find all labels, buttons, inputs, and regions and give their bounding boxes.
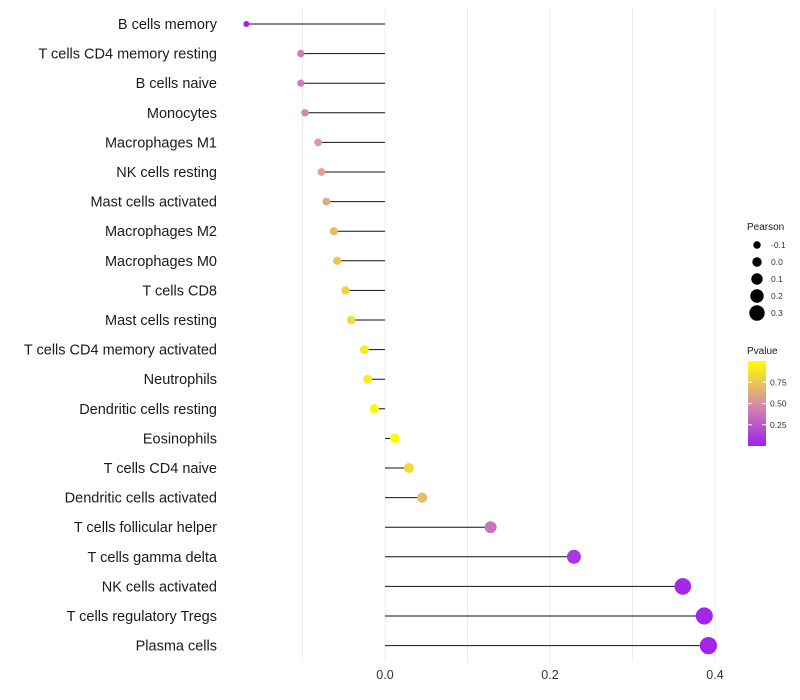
category-label: T cells CD4 memory resting: [38, 47, 217, 63]
category-label: NK cells activated: [102, 579, 217, 595]
category-label: Plasma cells: [136, 639, 217, 655]
category-label: T cells regulatory Tregs: [67, 609, 217, 625]
color-legend-title: Pvalue: [747, 346, 778, 357]
data-point: [695, 607, 713, 625]
data-point: [390, 433, 400, 444]
color-legend-label: 0.75: [770, 377, 787, 387]
size-legend-label: 0.2: [771, 291, 783, 301]
stem-layer: [246, 23, 709, 647]
data-point: [314, 138, 323, 147]
x-axis-ticks: 0.0 0.2 0.4: [376, 668, 723, 682]
size-legend-dot: [751, 273, 763, 285]
color-legend: Pvalue 0.25 0.50 0.75: [747, 346, 787, 446]
size-legend-label: 0.1: [771, 274, 783, 284]
x-tick-label: 0.2: [541, 668, 558, 682]
x-tick-label: 0.0: [376, 668, 393, 682]
category-label: Monocytes: [147, 106, 217, 122]
data-point: [346, 315, 356, 325]
data-point: [566, 549, 581, 564]
size-legend-dot: [753, 241, 761, 249]
size-legend-dot: [750, 289, 764, 303]
data-point: [674, 578, 692, 595]
data-point: [322, 197, 331, 206]
data-point: [243, 20, 250, 28]
category-label: T cells gamma delta: [88, 550, 218, 566]
category-label: T cells CD4 naive: [104, 461, 217, 477]
data-point: [329, 227, 338, 236]
data-point: [297, 79, 305, 87]
data-point: [416, 492, 428, 503]
category-labels: B cells memory T cells CD4 memory resting…: [24, 17, 218, 655]
category-label: T cells CD4 memory activated: [24, 343, 217, 359]
data-point: [359, 345, 369, 355]
category-label: Macrophages M2: [105, 224, 217, 240]
category-label: B cells naive: [136, 76, 217, 92]
color-legend-label: 0.25: [770, 420, 787, 430]
size-legend-label: 0.0: [771, 257, 783, 267]
point-layer: [243, 20, 718, 655]
data-point: [333, 256, 342, 265]
data-point: [369, 404, 379, 414]
category-label: B cells memory: [118, 17, 218, 33]
data-point: [341, 286, 350, 295]
size-legend: Pearson -0.1 0.0 0.1 0.2 0.3: [747, 222, 786, 321]
data-point: [363, 374, 373, 384]
category-label: T cells CD8: [142, 283, 217, 299]
color-legend-bar: [748, 361, 766, 446]
data-point: [403, 463, 414, 473]
category-label: Dendritic cells resting: [79, 402, 217, 418]
category-label: Neutrophils: [144, 372, 217, 388]
category-label: T cells follicular helper: [74, 520, 217, 536]
data-point: [699, 636, 718, 655]
size-legend-label: 0.3: [771, 308, 783, 318]
x-tick-label: 0.4: [706, 668, 723, 682]
data-point: [484, 521, 497, 534]
category-label: Macrophages M0: [105, 254, 217, 270]
category-label: Dendritic cells activated: [65, 491, 217, 507]
category-label: Mast cells activated: [90, 195, 217, 211]
category-label: Macrophages M1: [105, 135, 217, 151]
size-legend-title: Pearson: [747, 222, 784, 233]
grid-layer: [302, 8, 716, 662]
data-point: [297, 49, 305, 58]
size-legend-dot: [752, 257, 762, 267]
category-label: Eosinophils: [143, 431, 217, 447]
color-legend-label: 0.50: [770, 399, 787, 409]
category-label: NK cells resting: [116, 165, 217, 181]
size-legend-label: -0.1: [771, 240, 786, 250]
data-point: [301, 109, 309, 117]
category-label: Mast cells resting: [105, 313, 217, 329]
size-legend-dot: [749, 305, 765, 321]
data-point: [317, 168, 326, 176]
